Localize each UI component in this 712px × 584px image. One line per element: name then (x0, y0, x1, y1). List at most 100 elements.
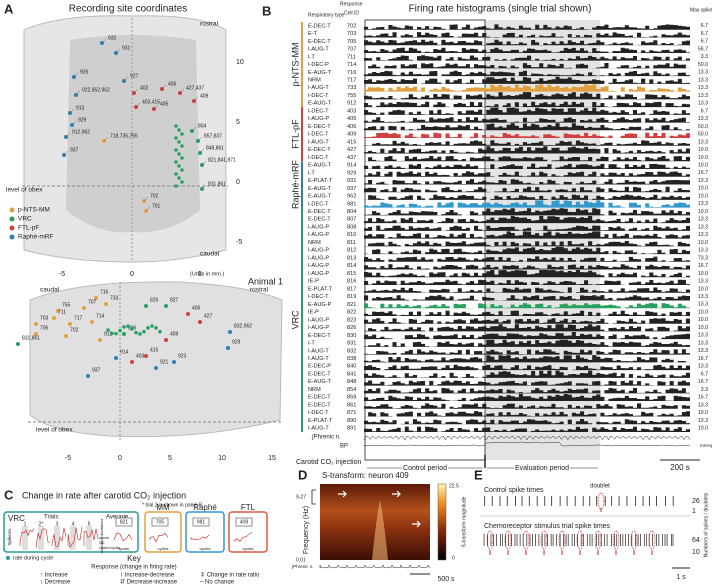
key-subtitle: Response (change in firing rate) (91, 565, 176, 571)
site-leader (143, 196, 149, 202)
box-subtitle: Trials (44, 515, 58, 521)
site-marker (180, 156, 184, 160)
respiratory-type: E-AUG-T (308, 163, 332, 169)
site-marker (198, 320, 202, 324)
trial-shade (38, 526, 44, 550)
box-title: VRC (8, 514, 25, 523)
count-label: 1 (692, 508, 696, 515)
respiratory-type: E-DEC-T (308, 209, 331, 215)
trial-label: 4 (72, 521, 75, 527)
y-tick-label: 0 (236, 179, 240, 186)
site-marker (98, 338, 102, 342)
cell-id: 861 (347, 402, 356, 408)
cell-id: 705 (347, 39, 356, 45)
site-marker (130, 360, 134, 364)
y-tick-label: 10 (236, 59, 244, 66)
axis-label: cycles (118, 546, 129, 551)
rate-trace (51, 527, 67, 547)
doublet-marker (594, 530, 602, 550)
max-rate: 13.3 (698, 279, 708, 285)
vrc-box (3, 511, 139, 553)
site-leader (201, 184, 207, 190)
max-rate: 3.3 (701, 387, 708, 393)
histogram-trace (364, 231, 690, 239)
cell-id: 890 (347, 418, 356, 424)
doublet-marker (504, 530, 512, 550)
cell-id-box (192, 517, 210, 527)
respiratory-type: I-AUG-P (308, 232, 329, 238)
max-rate: 6.7 (701, 23, 708, 29)
max-rate: 13.3 (698, 348, 708, 354)
legend-marker (9, 225, 15, 231)
box-title: MM (156, 503, 170, 512)
max-rate: 16.7 (698, 356, 708, 362)
colorbar-tick: 0 (452, 555, 455, 561)
cell-id: 823 (347, 317, 356, 323)
histogram-trace (364, 140, 690, 146)
site-marker (177, 128, 181, 132)
respiratory-type: E-PLAT-T (308, 178, 333, 184)
site-marker (228, 330, 232, 334)
site-leader (191, 126, 197, 132)
spectral-plume (372, 500, 388, 560)
x-tick-label: -5 (59, 271, 65, 278)
cell-id: 830 (347, 333, 356, 339)
trial-label: 1 (24, 521, 27, 527)
cell-id: 403 (347, 108, 356, 114)
doublet-marker (486, 530, 494, 550)
max-rate: 13.3 (698, 85, 708, 91)
site-label: 937 (70, 147, 79, 153)
cell-id: 816 (347, 279, 356, 285)
histogram-trace (364, 163, 690, 169)
cell-id: 810 (347, 232, 356, 238)
site-marker (144, 354, 148, 358)
site-label: 931 (122, 45, 131, 51)
site-label: 912 (104, 331, 113, 337)
axis-label: Spikes/s (7, 528, 12, 546)
histogram-trace (364, 194, 690, 200)
histogram-trace (364, 215, 690, 224)
site-marker (177, 164, 181, 168)
histogram-trace (364, 287, 690, 293)
doublet-marker (558, 530, 566, 550)
site-marker (180, 144, 184, 148)
cell-id: 929 (347, 170, 356, 176)
max-rate: 10.0 (698, 317, 708, 323)
cell-id: 981 (347, 201, 356, 207)
site-label: 406 (168, 81, 177, 87)
group-label: FTL-pF (290, 119, 300, 149)
site-marker (104, 302, 108, 306)
histogram-trace (364, 339, 690, 347)
max-rate: 13.3 (698, 333, 708, 339)
doublet-marker (540, 530, 548, 550)
cell-id: 811 (347, 240, 356, 246)
cell-id: 815 (347, 271, 356, 277)
site-marker (177, 140, 181, 144)
site-label: 857,837 (204, 133, 222, 139)
respiratory-type: I-DEC-T (308, 93, 329, 99)
label: (Units in mm.) (190, 271, 224, 277)
site-label: 427,437 (186, 85, 204, 91)
site-label: 755 (62, 302, 71, 308)
period-label: Control period (403, 465, 447, 472)
site-marker (68, 322, 72, 326)
site-marker (174, 160, 178, 164)
histogram-trace (364, 256, 690, 262)
histogram-trace (364, 388, 690, 394)
control-box (364, 19, 486, 461)
max-rate: 10.0 (698, 155, 708, 161)
cell-id: 891 (347, 426, 356, 432)
cell-id: 703 (347, 31, 356, 37)
max-rate: 16.7 (698, 395, 708, 401)
site-marker (174, 124, 178, 128)
histogram-trace (364, 279, 690, 286)
site-leader (199, 148, 205, 154)
max-rate: 13.3 (698, 402, 708, 408)
phrenic-trace (363, 435, 691, 441)
respiratory-type: E-AUG-P (308, 302, 332, 308)
max-rate: 10.0 (698, 309, 708, 315)
site-marker (144, 304, 148, 308)
histogram-trace (364, 76, 690, 84)
site-marker (174, 148, 178, 152)
site-marker (86, 374, 90, 378)
